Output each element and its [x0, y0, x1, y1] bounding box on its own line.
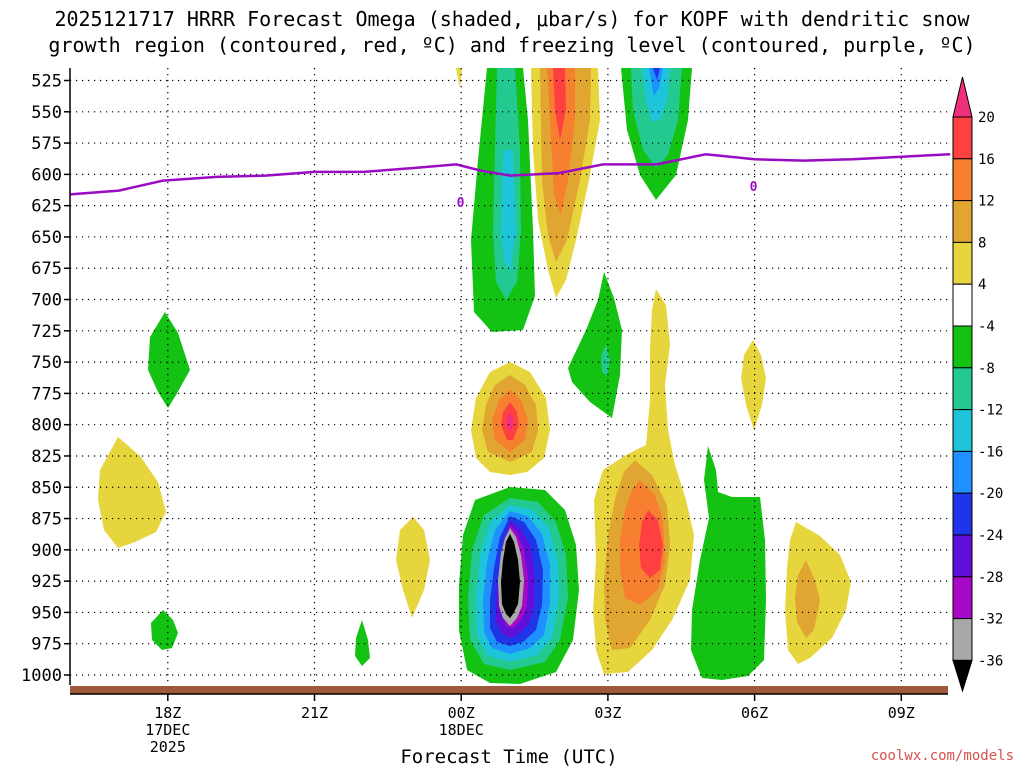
colorbar-label--16: -16 — [978, 444, 1003, 460]
y-tick-label-625: 625 — [31, 197, 62, 217]
y-tick-label-575: 575 — [31, 134, 62, 154]
y-tick-label-900: 900 — [31, 541, 62, 561]
colorbar-bottom-arrow — [952, 659, 973, 693]
colorbar-label--28: -28 — [978, 570, 1003, 586]
colorbar-box--16 — [952, 409, 973, 452]
omega-upper-column-05z-l5 — [653, 68, 660, 80]
omega-upper-column-03z-l4 — [553, 68, 566, 140]
colorbar-label--20: -20 — [978, 486, 1003, 502]
freezing-level-label-1: 0 — [455, 196, 466, 211]
colorbar-label-8: 8 — [978, 235, 986, 251]
y-tick-label-725: 725 — [31, 322, 62, 342]
x-tick-label-21Z: 21Z — [301, 704, 328, 722]
svg-text:0: 0 — [750, 180, 758, 195]
omega-upper-column-02z-inner — [501, 150, 516, 272]
omega-pos-05z-875-l4 — [639, 510, 663, 578]
ground-strip — [70, 686, 948, 694]
x-tick-sublabel-18DEC: 18DEC — [439, 721, 484, 739]
colorbar-label--12: -12 — [978, 403, 1003, 419]
colorbar-box--8 — [952, 325, 973, 369]
omega-pos-18z-825 — [98, 437, 166, 548]
x-tick-label-03Z: 03Z — [594, 704, 621, 722]
colorbar-box--4 — [952, 283, 973, 327]
x-tick-sublabel-2025: 2025 — [150, 738, 186, 756]
x-axis-title: Forecast Time (UTC) — [400, 746, 617, 768]
omega-shading — [98, 68, 851, 684]
x-tick-label-09Z: 09Z — [888, 704, 915, 722]
x-tick-label-18Z: 18Z — [154, 704, 181, 722]
colorbar-label--36: -36 — [978, 653, 1003, 669]
colorbar-box--20 — [952, 450, 973, 494]
colorbar-box--12 — [952, 367, 973, 411]
grid-lines — [70, 68, 948, 685]
colorbar-box--32 — [952, 576, 973, 620]
omega-pos-08z-925-l2 — [795, 560, 820, 638]
y-tick-label-825: 825 — [31, 447, 62, 467]
y-tick-label-675: 675 — [31, 259, 62, 279]
y-tick-label-525: 525 — [31, 72, 62, 92]
colorbar-label-12: 12 — [978, 194, 995, 210]
omega-neg-19z-950 — [151, 610, 178, 650]
y-tick-label-950: 950 — [31, 603, 62, 623]
colorbar: 20 16 12 8 4 -4 -8 -12 -16 -20 -24 -28 -32 -36 — [952, 76, 1003, 693]
colorbar-box--36 — [952, 618, 973, 661]
freezing-level-label-2: 0 — [748, 180, 759, 195]
omega-upper-column-05z-l4 — [649, 68, 663, 96]
y-tick-label-975: 975 — [31, 635, 62, 655]
omega-neg-23z-975 — [355, 620, 370, 666]
omega-pos-00z-875 — [396, 517, 430, 618]
y-tick-label-750: 750 — [31, 353, 62, 373]
omega-pos-02z-775-l5 — [506, 412, 514, 430]
colorbar-label-16: 16 — [978, 152, 995, 168]
y-tick-label-600: 600 — [31, 165, 62, 185]
omega-upper-column-05z-l3 — [642, 68, 670, 122]
omega-neg-02z-900-l9 — [501, 534, 520, 618]
chart-title-line-1: 2025121717 HRRR Forecast Omega (shaded, … — [54, 7, 970, 31]
colorbar-box-4 — [952, 241, 973, 285]
chart-title-line-2: growth region (contoured, red, ºC) and f… — [48, 33, 975, 57]
x-tick-label-06Z: 06Z — [741, 704, 768, 722]
colorbar-box--28 — [952, 534, 973, 578]
omega-neg-06z-900 — [691, 446, 766, 680]
credit-text: coolwx.com/models — [871, 748, 1014, 764]
y-axis: 525 550 575 600 625 650 675 700 725 750 775 800 825 8… — [21, 68, 71, 686]
y-tick-label-700: 700 — [31, 291, 62, 311]
y-tick-label-800: 800 — [31, 416, 62, 436]
colorbar-box-12 — [952, 158, 973, 202]
omega-pos-07z-725 — [741, 340, 766, 430]
y-tick-label-875: 875 — [31, 510, 62, 530]
colorbar-label--32: -32 — [978, 612, 1003, 628]
y-tick-label-650: 650 — [31, 228, 62, 248]
y-tick-label-850: 850 — [31, 478, 62, 498]
freezing-level-line — [69, 153, 951, 196]
y-tick-label-775: 775 — [31, 384, 62, 404]
colorbar-top-arrow — [952, 76, 973, 118]
svg-text:0: 0 — [457, 196, 465, 211]
omega-neg-19z-700 — [148, 312, 190, 408]
y-tick-label-1000: 1000 — [21, 666, 62, 686]
colorbar-box-8 — [952, 200, 973, 243]
x-tick-sublabel-17DEC: 17DEC — [145, 721, 190, 739]
colorbar-label--4: -4 — [978, 319, 995, 335]
colorbar-label-4: 4 — [978, 277, 986, 293]
omega-upper-column-03z-l3 — [547, 68, 575, 215]
y-tick-label-550: 550 — [31, 103, 62, 123]
colorbar-box-16 — [952, 116, 973, 160]
colorbar-box--24 — [952, 492, 973, 536]
colorbar-label--24: -24 — [978, 528, 1003, 544]
colorbar-label--8: -8 — [978, 361, 995, 377]
omega-pos-sliver — [456, 68, 462, 88]
y-tick-label-925: 925 — [31, 572, 62, 592]
x-tick-label-00Z: 00Z — [448, 704, 475, 722]
colorbar-label-20: 20 — [978, 110, 995, 126]
